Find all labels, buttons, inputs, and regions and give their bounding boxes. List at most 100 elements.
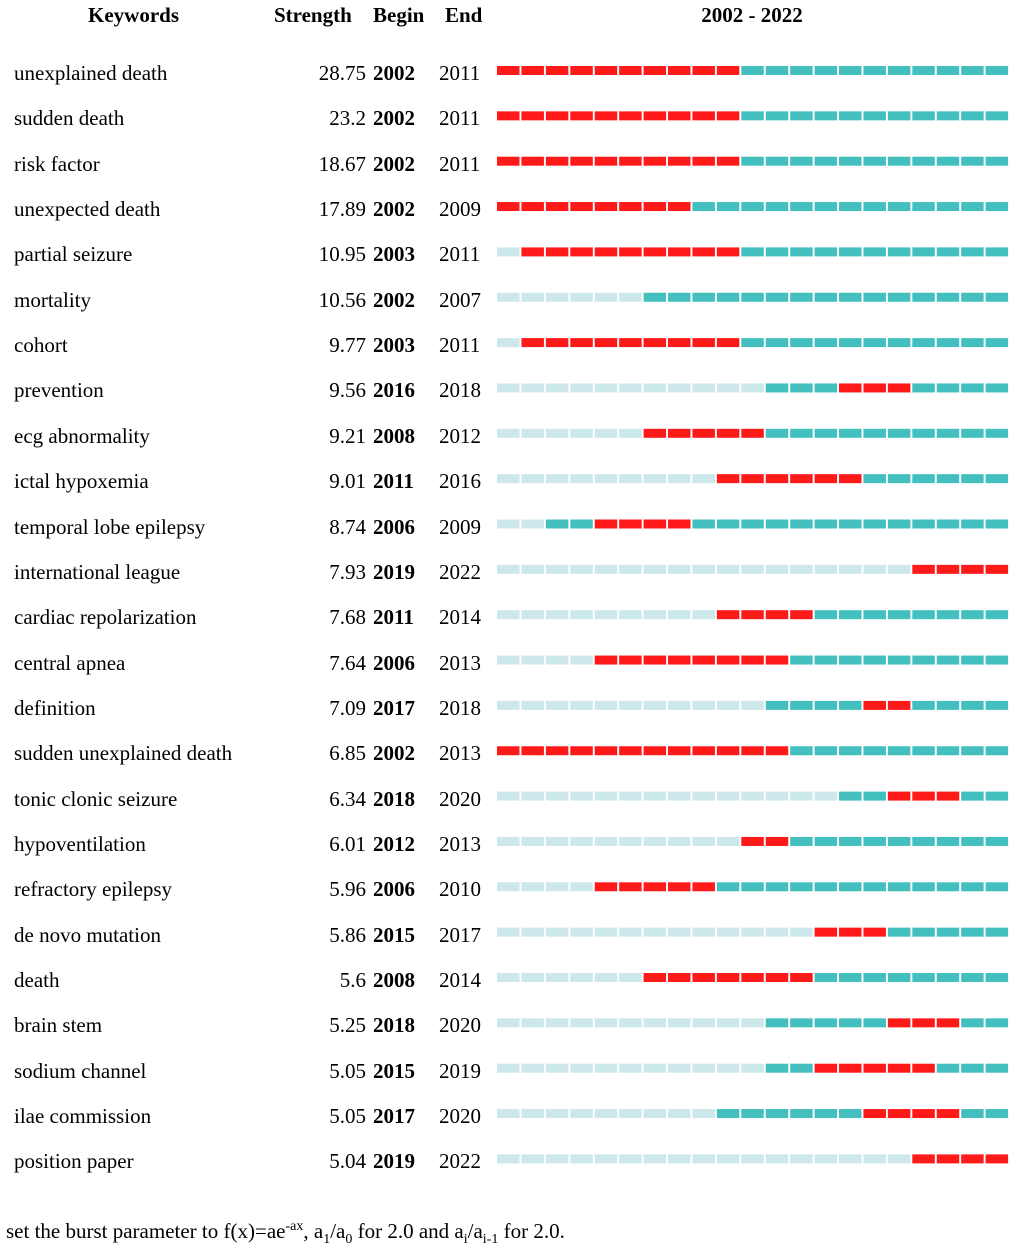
timeline-segment — [961, 1109, 984, 1119]
burst-segment — [765, 973, 789, 982]
timeline-segment — [790, 66, 813, 75]
timeline-segment — [765, 247, 789, 257]
timeline-segment — [668, 1063, 691, 1073]
timeline-segment — [839, 836, 862, 846]
timeline-segment — [643, 1154, 667, 1164]
burst-segment — [570, 746, 593, 756]
burst-segment — [692, 746, 715, 756]
timeline-segment — [692, 1018, 715, 1028]
end-year: 2022 — [439, 1149, 481, 1174]
timeline-segment — [741, 383, 764, 393]
keyword-label: cardiac repolarization — [14, 605, 197, 630]
timeline-segment — [936, 973, 960, 982]
burst-segment — [790, 973, 813, 982]
begin-year: 2002 — [373, 61, 415, 85]
timeline-segment — [863, 111, 886, 121]
timeline-segment — [521, 973, 544, 982]
end-year: 2013 — [439, 741, 481, 766]
begin-year: 2003 — [373, 242, 415, 267]
timeline-segment — [545, 655, 569, 665]
timeline-segment — [936, 519, 960, 529]
table-row: refractory epilepsy 5.96 2006 2010 — [0, 870, 1013, 915]
timeline-segment — [741, 1109, 764, 1119]
timeline-segment — [887, 247, 911, 257]
burst-segment — [545, 247, 569, 257]
burst-segment — [619, 655, 642, 665]
burst-segment — [521, 156, 544, 166]
timeline-segment — [545, 836, 569, 846]
timeline-segment — [497, 791, 520, 801]
burst-segment — [839, 1063, 862, 1073]
timeline-segment — [985, 519, 1009, 529]
burst-segment — [643, 202, 667, 212]
burst-segment — [521, 292, 544, 302]
timeline-segment — [839, 111, 862, 121]
timeline-segment — [668, 1154, 691, 1164]
burst-segment — [643, 247, 667, 257]
keyword-label: ictal hypoxemia — [14, 469, 149, 494]
timeline-segment — [839, 338, 862, 348]
burst-segment — [570, 202, 593, 212]
timeline-segment — [643, 927, 667, 937]
burst-timeline — [497, 66, 1009, 1164]
timeline-segment — [497, 519, 520, 529]
timeline-segment — [521, 1063, 544, 1073]
burst-segment — [741, 655, 764, 665]
timeline-segment — [521, 1154, 544, 1164]
timeline-segment — [863, 836, 886, 846]
timeline-segment — [741, 247, 764, 257]
timeline-segment — [545, 1109, 569, 1119]
timeline-segment — [936, 700, 960, 710]
burst-segment — [497, 746, 520, 756]
timeline-segment — [594, 383, 618, 393]
end-year: 2014 — [439, 605, 481, 630]
keyword-label: prevention — [14, 378, 104, 403]
burst-segment — [936, 1018, 960, 1028]
table-row: prevention 9.56 2016 2018 — [0, 371, 1013, 416]
strength-value: 5.05 — [329, 1104, 366, 1129]
timeline-segment — [765, 882, 789, 892]
timeline-segment — [692, 1063, 715, 1073]
timeline-segment — [839, 519, 862, 529]
timeline-segment — [716, 1154, 740, 1164]
burst-segment — [668, 202, 691, 212]
end-year: 2009 — [439, 197, 481, 222]
begin-year: 2008 — [373, 968, 415, 992]
burst-segment — [545, 111, 569, 121]
burst-segment — [887, 1109, 911, 1119]
timeline-segment — [594, 791, 618, 801]
burst-segment — [619, 882, 642, 892]
timeline-segment — [741, 882, 764, 892]
begin-year: 2002 — [373, 151, 415, 176]
timeline-segment — [570, 700, 593, 710]
timeline-segment — [594, 1154, 618, 1164]
table-row: central apnea 7.64 2006 2013 — [0, 644, 1013, 689]
timeline-segment — [741, 292, 764, 302]
timeline-segment — [839, 655, 862, 665]
timeline-segment — [497, 700, 520, 710]
timeline-segment — [619, 564, 642, 574]
table-row: ilae commission 5.05 2017 2020 — [0, 1097, 1013, 1142]
timeline-segment — [985, 292, 1009, 302]
footnote-exponent: -ax — [285, 1219, 304, 1234]
burst-segment — [668, 247, 691, 257]
timeline-segment — [765, 338, 789, 348]
timeline-segment — [887, 655, 911, 665]
begin-year: 2016 — [373, 378, 415, 403]
timeline-segment — [545, 1063, 569, 1073]
burst-segment — [790, 474, 813, 484]
footnote-subscript: i-1 — [482, 1232, 499, 1248]
timeline-segment — [985, 1109, 1009, 1119]
strength-value: 8.74 — [329, 514, 366, 539]
burst-segment — [741, 746, 764, 756]
strength-value: 17.89 — [318, 197, 366, 222]
timeline-segment — [887, 66, 911, 75]
timeline-segment — [985, 610, 1009, 620]
burst-segment — [521, 746, 544, 756]
burst-segment — [692, 66, 715, 75]
timeline-segment — [643, 836, 667, 846]
timeline-segment — [741, 338, 764, 348]
timeline-segment — [643, 1063, 667, 1073]
strength-value: 9.56 — [329, 378, 366, 403]
burst-segment — [619, 519, 642, 529]
